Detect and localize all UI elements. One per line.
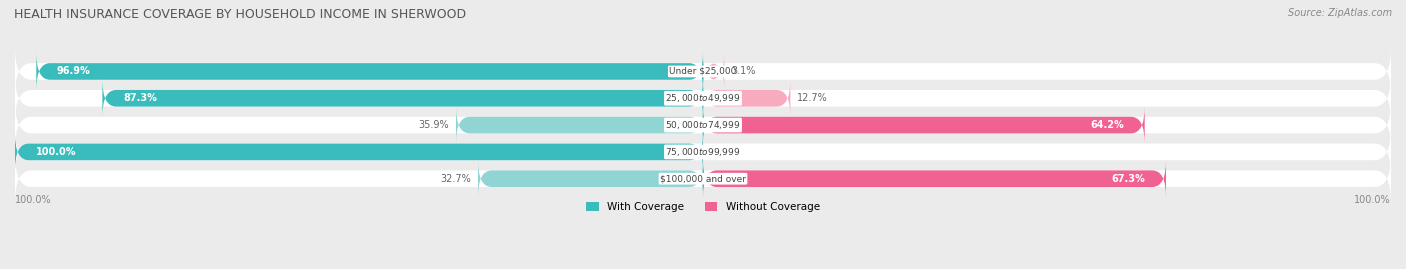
FancyBboxPatch shape	[478, 160, 703, 197]
FancyBboxPatch shape	[703, 160, 1166, 197]
Text: Under $25,000: Under $25,000	[669, 67, 737, 76]
Text: Source: ZipAtlas.com: Source: ZipAtlas.com	[1288, 8, 1392, 18]
FancyBboxPatch shape	[37, 53, 703, 90]
Legend: With Coverage, Without Coverage: With Coverage, Without Coverage	[582, 198, 824, 216]
Text: $100,000 and over: $100,000 and over	[659, 174, 747, 183]
FancyBboxPatch shape	[15, 155, 1391, 203]
Text: 100.0%: 100.0%	[15, 195, 52, 205]
FancyBboxPatch shape	[15, 75, 1391, 122]
FancyBboxPatch shape	[703, 80, 790, 117]
FancyBboxPatch shape	[15, 48, 1391, 95]
FancyBboxPatch shape	[103, 80, 703, 117]
Text: 64.2%: 64.2%	[1090, 120, 1123, 130]
Text: $50,000 to $74,999: $50,000 to $74,999	[665, 119, 741, 131]
Text: 12.7%: 12.7%	[797, 93, 828, 103]
Text: 96.9%: 96.9%	[58, 66, 91, 76]
Text: $25,000 to $49,999: $25,000 to $49,999	[665, 92, 741, 104]
FancyBboxPatch shape	[456, 107, 703, 144]
FancyBboxPatch shape	[703, 53, 724, 90]
Text: 87.3%: 87.3%	[122, 93, 157, 103]
Text: 67.3%: 67.3%	[1112, 174, 1146, 184]
Text: 32.7%: 32.7%	[440, 174, 471, 184]
FancyBboxPatch shape	[15, 133, 703, 170]
Text: HEALTH INSURANCE COVERAGE BY HOUSEHOLD INCOME IN SHERWOOD: HEALTH INSURANCE COVERAGE BY HOUSEHOLD I…	[14, 8, 467, 21]
FancyBboxPatch shape	[703, 107, 1144, 144]
Text: $75,000 to $99,999: $75,000 to $99,999	[665, 146, 741, 158]
Text: 100.0%: 100.0%	[1354, 195, 1391, 205]
Text: 100.0%: 100.0%	[35, 147, 76, 157]
FancyBboxPatch shape	[15, 128, 1391, 176]
Text: 3.1%: 3.1%	[731, 66, 755, 76]
FancyBboxPatch shape	[15, 101, 1391, 149]
Text: 35.9%: 35.9%	[419, 120, 449, 130]
